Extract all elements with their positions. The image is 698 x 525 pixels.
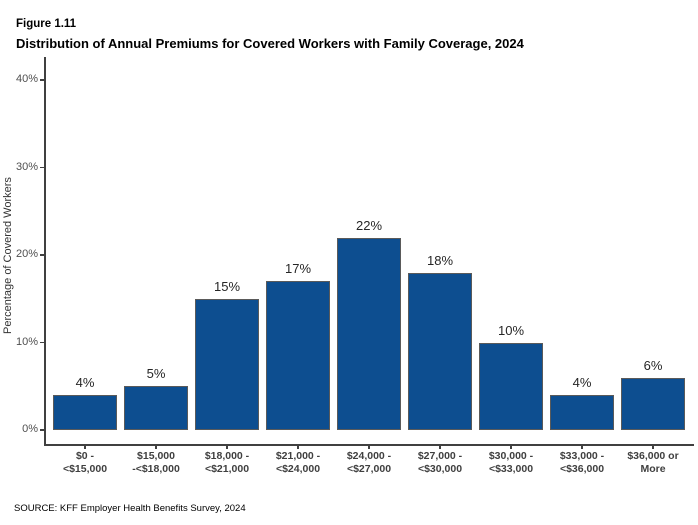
bar [124,386,188,430]
x-axis-tick-label: $24,000 - <$27,000 [346,450,392,475]
x-axis-tick-label: $30,000 - <$33,000 [488,450,534,475]
bar-value-label: 18% [426,252,454,268]
bar [479,342,543,430]
y-axis-line [44,57,46,445]
bar-value-label: 5% [146,366,166,382]
x-axis-tick [581,444,583,449]
x-axis-tick-label: $0 - <$15,000 [62,450,108,475]
x-axis-tick [155,444,157,449]
bar [266,281,330,430]
y-axis-tick-label: 40% [15,73,38,85]
bar [550,395,614,430]
bar-value-label: 17% [284,261,312,277]
y-axis-tick-label: 10% [15,335,38,348]
y-axis-tick [40,341,44,344]
y-axis-tick [40,254,44,256]
x-axis-tick-label: $15,000 -<$18,000 [132,450,180,475]
x-axis-tick [439,444,441,449]
x-axis-tick [652,444,654,449]
x-axis-tick-label: $36,000 or More [627,450,679,475]
figure-number: Figure 1.11 [16,18,77,30]
bar-value-label: 22% [355,217,383,233]
bar [195,298,259,430]
source-note: SOURCE: KFF Employer Health Benefits Sur… [14,503,246,514]
bar-value-label: 10% [497,322,525,338]
x-axis-tick [510,444,512,449]
bar-value-label: 4% [75,375,95,390]
x-axis-tick [368,444,370,449]
y-axis-tick-label: 20% [15,248,38,260]
bar-value-label: 4% [572,375,592,390]
y-axis-tick [40,429,44,431]
y-axis-tick [40,79,44,81]
y-axis-tick [40,166,44,169]
bar [621,377,685,430]
bar-value-label: 6% [643,357,663,373]
y-axis-tick-label: 30% [15,160,38,173]
bar-value-label: 15% [213,278,241,294]
x-axis-tick [84,444,86,449]
x-axis-tick-label: $21,000 - <$24,000 [275,450,321,475]
x-axis-tick-label: $18,000 - <$21,000 [204,450,250,475]
x-axis-tick-label: $27,000 - <$30,000 [417,450,463,475]
bar [408,272,472,430]
bar [337,237,401,430]
bar [53,395,117,430]
y-axis-tick-label: 0% [22,423,38,435]
x-axis-tick [226,444,228,449]
chart-title: Distribution of Annual Premiums for Cove… [16,36,524,51]
x-axis-tick-label: $33,000 - <$36,000 [559,450,605,475]
x-axis-tick [297,444,299,449]
